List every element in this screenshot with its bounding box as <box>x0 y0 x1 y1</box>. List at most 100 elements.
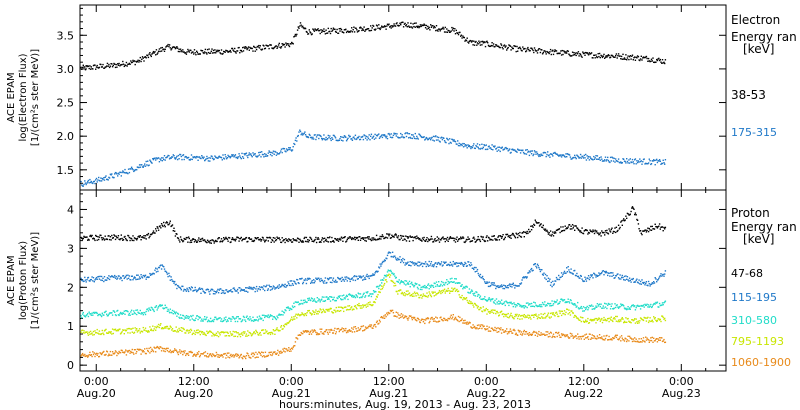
data-point <box>130 309 133 311</box>
data-point <box>137 166 139 169</box>
data-point <box>213 335 215 337</box>
data-point <box>227 154 229 157</box>
data-point <box>264 332 266 334</box>
data-point <box>113 234 115 236</box>
data-point <box>593 230 595 233</box>
data-point <box>345 31 348 34</box>
data-point <box>287 322 289 324</box>
data-point <box>564 52 566 54</box>
data-point <box>266 237 269 239</box>
data-point <box>114 63 116 65</box>
data-point <box>510 151 512 154</box>
data-point <box>144 348 146 350</box>
data-point <box>198 317 201 319</box>
data-point <box>195 331 197 334</box>
data-point <box>604 56 607 58</box>
data-point <box>112 64 114 67</box>
data-point <box>181 330 183 332</box>
data-point <box>108 235 110 237</box>
data-point <box>136 60 139 63</box>
data-point <box>127 274 129 276</box>
data-point <box>628 56 631 58</box>
data-point <box>132 313 134 315</box>
data-point <box>116 278 118 280</box>
data-point <box>636 278 638 280</box>
data-point <box>424 287 427 289</box>
data-point <box>353 138 356 140</box>
data-point <box>529 50 531 52</box>
data-point <box>604 234 606 236</box>
data-point <box>634 309 637 311</box>
data-point <box>100 275 103 278</box>
data-point <box>370 25 372 27</box>
data-point <box>212 332 214 334</box>
data-point <box>407 132 409 135</box>
data-point <box>226 157 229 159</box>
data-point <box>364 30 366 32</box>
data-point <box>265 153 267 156</box>
data-point <box>617 229 619 232</box>
data-point <box>106 279 108 281</box>
data-point <box>558 302 561 304</box>
data-point <box>262 319 264 322</box>
data-point <box>659 228 661 230</box>
electron-legend-label: 175-315 <box>731 126 777 139</box>
data-point <box>199 316 201 319</box>
data-point <box>574 54 576 56</box>
data-point <box>353 26 355 28</box>
data-point <box>143 60 145 62</box>
data-point <box>222 154 224 156</box>
data-point <box>327 134 329 137</box>
data-point <box>551 312 553 314</box>
data-point <box>575 157 577 160</box>
data-point <box>519 304 522 306</box>
data-point <box>89 333 91 335</box>
data-point <box>616 57 618 59</box>
data-point <box>372 237 375 239</box>
data-point <box>141 312 144 314</box>
data-point <box>359 307 362 309</box>
data-point <box>83 183 85 186</box>
data-point <box>659 275 661 277</box>
data-point <box>595 305 597 307</box>
data-point <box>639 230 641 232</box>
data-point <box>183 51 185 53</box>
data-point <box>167 327 169 330</box>
data-point <box>175 326 177 328</box>
data-point <box>171 156 174 158</box>
data-point <box>222 240 224 242</box>
data-point <box>86 65 88 68</box>
data-point <box>590 52 592 55</box>
data-point <box>292 146 294 148</box>
data-point <box>182 327 184 329</box>
data-point <box>230 155 232 158</box>
data-point <box>353 305 356 308</box>
data-point <box>262 288 264 290</box>
data-point <box>356 236 359 239</box>
data-point <box>660 163 662 165</box>
data-point <box>595 231 597 233</box>
data-point <box>501 235 503 238</box>
data-point <box>632 161 634 163</box>
data-point <box>239 318 242 320</box>
data-point <box>561 49 563 52</box>
data-point <box>536 152 539 155</box>
data-point <box>167 275 169 278</box>
data-point <box>103 239 106 241</box>
data-point <box>506 47 509 50</box>
data-point <box>206 332 209 334</box>
data-point <box>362 295 364 297</box>
data-point <box>588 322 591 324</box>
data-point <box>262 329 264 331</box>
data-point <box>103 238 105 240</box>
data-point <box>528 304 530 306</box>
data-point <box>539 305 542 308</box>
data-point <box>155 54 157 56</box>
data-point <box>446 236 449 239</box>
data-point <box>358 302 360 305</box>
data-point <box>567 313 569 315</box>
data-point <box>255 285 258 288</box>
data-point <box>491 144 493 146</box>
data-point <box>119 278 121 280</box>
data-point <box>249 46 251 49</box>
